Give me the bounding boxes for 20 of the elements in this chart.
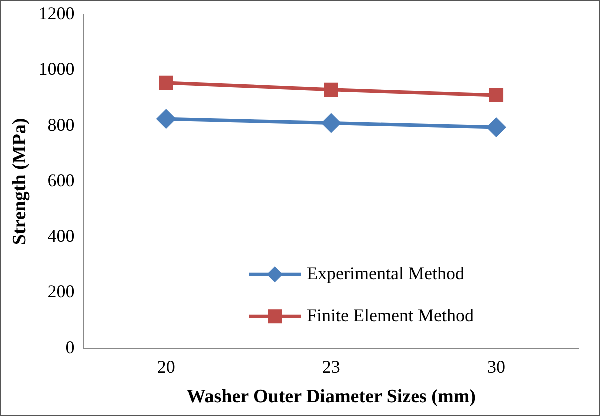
point: [489, 88, 504, 103]
point: [321, 113, 342, 134]
y-tick-label: 200: [48, 282, 75, 302]
y-tick-label: 600: [48, 170, 75, 190]
y-tick-label: 0: [66, 337, 75, 358]
point: [324, 82, 338, 97]
y-tick-label: 1200: [38, 4, 75, 24]
y-tick-label: 800: [48, 114, 75, 135]
legend-label: Finite Element Method: [307, 305, 474, 326]
y-axis-title: Strength (MPa): [9, 118, 30, 246]
point: [156, 109, 176, 130]
point: [486, 117, 506, 138]
y-tick-label: 400: [48, 226, 75, 246]
x-tick-label: 20: [157, 357, 176, 378]
x-tick-label: 30: [487, 357, 506, 378]
point: [159, 76, 174, 90]
x-axis-title: Washer Outer Diameter Sizes (mm): [186, 386, 476, 408]
x-tick-label: 23: [322, 357, 340, 378]
legend-label: Experimental Method: [307, 263, 464, 284]
y-tick-label: 1000: [38, 59, 75, 80]
